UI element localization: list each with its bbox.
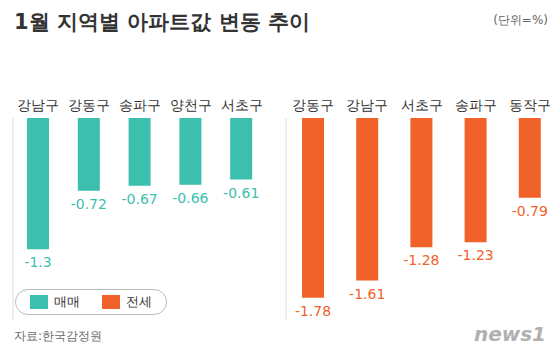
svg-text:강동구: 강동구 <box>292 97 334 113</box>
html-text:1월 지역별 아파트값 변동 추이: 1월 지역별 아파트값 변동 추이 <box>14 10 310 34</box>
svg-text:강남구: 강남구 <box>17 97 59 113</box>
svg-text:-1.3: -1.3 <box>24 254 51 270</box>
html-text:(단위=%): (단위=%) <box>493 13 548 27</box>
svg-text:-1.61: -1.61 <box>349 286 385 302</box>
svg-text:-0.79: -0.79 <box>512 203 548 219</box>
svg-text:-1.23: -1.23 <box>457 247 493 263</box>
svg-text:양천구: 양천구 <box>170 97 212 113</box>
svg-text:동작구: 동작구 <box>509 97 551 113</box>
svg-text:-1.28: -1.28 <box>403 252 439 268</box>
html-text:자료:한국감정원: 자료:한국감정원 <box>14 329 102 343</box>
svg-text:-0.67: -0.67 <box>121 191 157 207</box>
html-text:매매: 매매 <box>54 294 80 309</box>
svg-text:-0.72: -0.72 <box>71 196 107 212</box>
svg-text:송파구: 송파구 <box>455 97 497 113</box>
svg-text:-0.66: -0.66 <box>172 190 208 206</box>
svg-text:-1.78: -1.78 <box>295 303 331 319</box>
svg-text:서초구: 서초구 <box>221 97 263 113</box>
svg-text:-0.61: -0.61 <box>223 185 259 201</box>
svg-text:강남구: 강남구 <box>346 97 388 113</box>
html-text:news1: news1 <box>473 322 546 346</box>
svg-text:강동구: 강동구 <box>68 97 110 113</box>
svg-text:서초구: 서초구 <box>401 97 443 113</box>
html-text:전세: 전세 <box>126 294 152 309</box>
svg-text:송파구: 송파구 <box>119 97 161 113</box>
